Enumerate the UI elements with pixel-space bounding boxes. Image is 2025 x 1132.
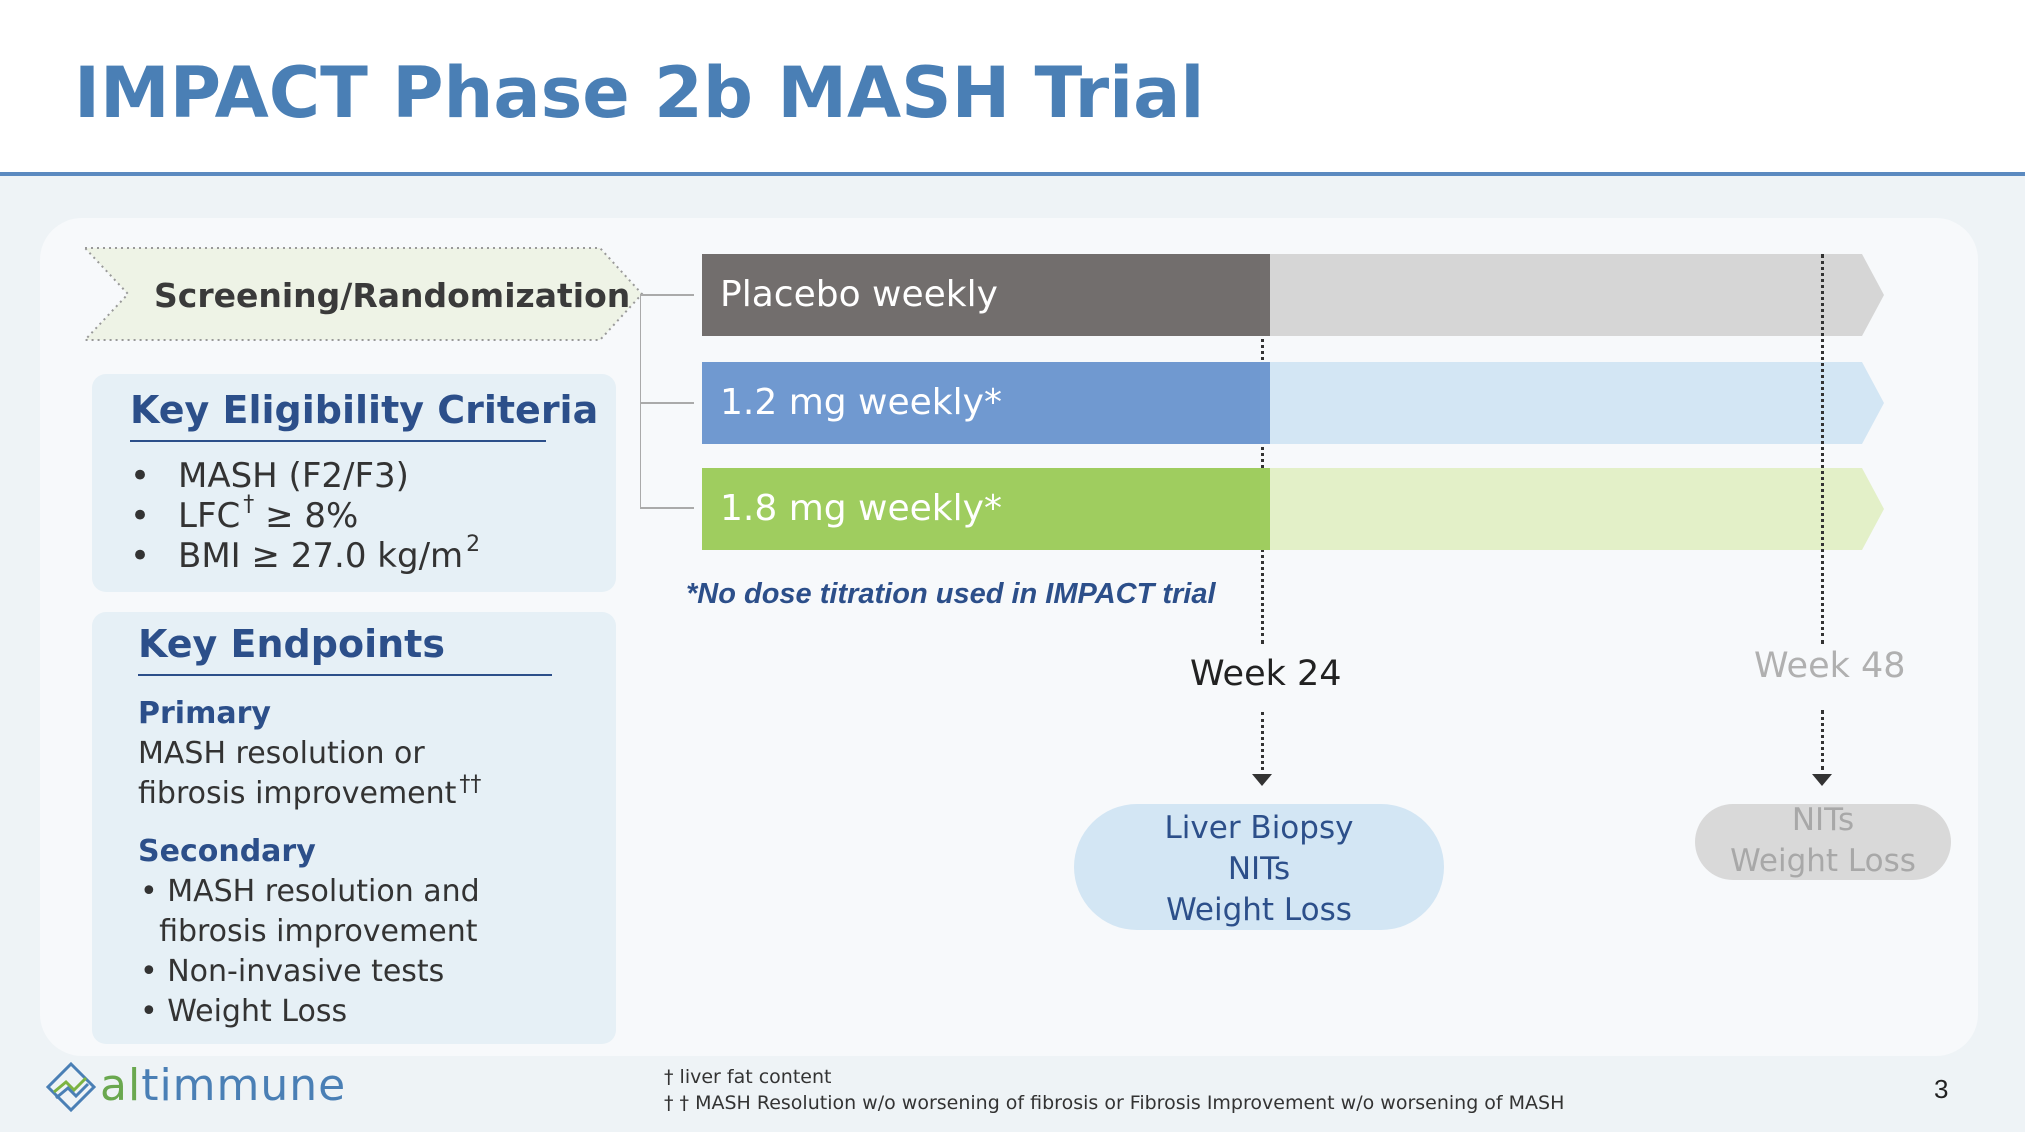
arm-connector (640, 294, 694, 509)
page-title: IMPACT Phase 2b MASH Trial (74, 52, 1205, 134)
arrow-tip (1860, 362, 1884, 444)
week24-arrowhead (1252, 774, 1272, 786)
week48-assessments: NITs Weight Loss (1695, 802, 1951, 880)
arm-label: 1.8 mg weekly* (720, 488, 1002, 529)
secondary-line: • Non-invasive tests (140, 954, 445, 989)
arm-label: 1.2 mg weekly* (720, 382, 1002, 423)
logo-text: altimmunealtimmune (100, 1060, 347, 1111)
endpoints-title: Key Endpoints (138, 622, 445, 666)
dose-titration-note: *No dose titration used in IMPACT trial (686, 578, 1216, 610)
arm-extension-1-2mg (1270, 362, 1862, 444)
week48-dotted-line (1821, 254, 1824, 644)
assessment-item: Liver Biopsy (1164, 810, 1354, 846)
week24-lower-line (1261, 712, 1264, 770)
assessment-item: NITs (1791, 802, 1855, 838)
arm-extension-1-8mg (1270, 468, 1862, 550)
altimmune-logo-icon (46, 1062, 96, 1112)
footnote: † liver fat content (664, 1066, 832, 1088)
week24-label: Week 24 (1190, 654, 1342, 694)
assessment-item: Weight Loss (1730, 843, 1916, 879)
eligibility-title: Key Eligibility Criteria (130, 388, 599, 432)
arrow-tip (1860, 254, 1884, 336)
week24-assessments: Liver Biopsy NITs Weight Loss (1074, 804, 1444, 930)
arrow-tip (1860, 468, 1884, 550)
assessment-item: Weight Loss (1166, 892, 1352, 928)
assessment-item: NITs (1227, 851, 1291, 887)
endpoints-rule (138, 674, 552, 676)
footnote: † † MASH Resolution w/o worsening of fib… (664, 1092, 1565, 1114)
arm-extension-placebo (1270, 254, 1862, 336)
week48-arrowhead (1812, 774, 1832, 786)
secondary-line: • MASH resolution and (140, 874, 480, 909)
week48-label: Week 48 (1754, 646, 1906, 686)
endpoints-box: Key Endpoints Primary MASH resolution or… (92, 612, 616, 1044)
eligibility-box: Key Eligibility Criteria • MASH (F2/F3) … (92, 374, 616, 592)
secondary-line: • Weight Loss (140, 994, 348, 1029)
secondary-line: fibrosis improvement (140, 914, 478, 949)
arm-arrow-tips (1860, 254, 1884, 550)
primary-label: Primary (138, 696, 271, 731)
eligibility-rule (130, 440, 546, 442)
page-number: 3 (1934, 1074, 1949, 1104)
header-bar: IMPACT Phase 2b MASH Trial (0, 0, 2025, 176)
screening-label: Screening/Randomization (154, 276, 631, 315)
arm-label: Placebo weekly (720, 274, 998, 315)
primary-line: fibrosis improvement †† (138, 772, 482, 811)
week24-dotted-line (1261, 254, 1264, 644)
screening-chevron (84, 247, 644, 341)
week48-lower-line (1821, 710, 1824, 770)
primary-line: MASH resolution or (138, 736, 425, 771)
secondary-label: Secondary (138, 834, 316, 869)
